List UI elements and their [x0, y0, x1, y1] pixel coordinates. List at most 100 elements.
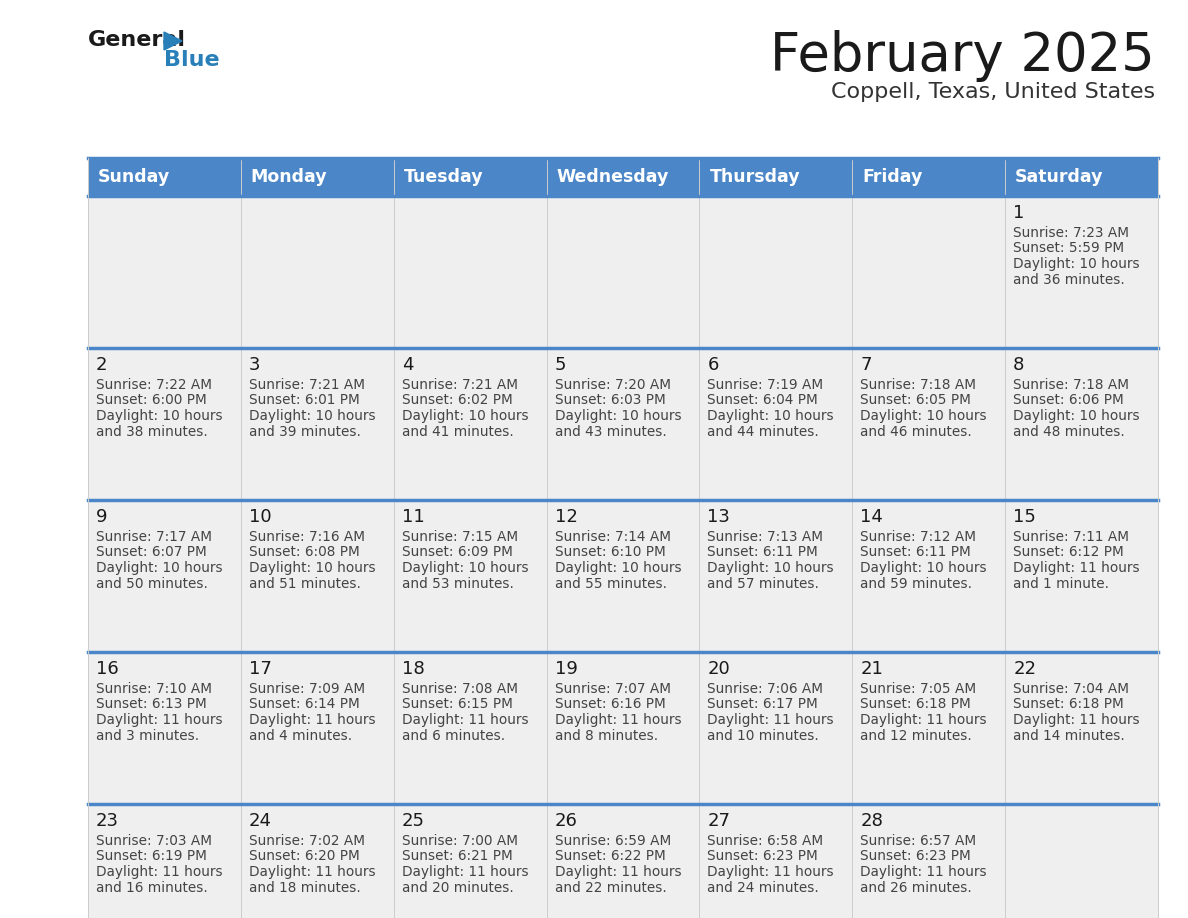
Bar [393, 652, 546, 804]
Text: Sunset: 6:08 PM: Sunset: 6:08 PM [248, 545, 360, 559]
Bar [700, 196, 852, 348]
Text: Sunrise: 7:22 AM: Sunrise: 7:22 AM [96, 378, 211, 392]
Text: Sunset: 5:59 PM: Sunset: 5:59 PM [1013, 241, 1124, 255]
Text: Saturday: Saturday [1015, 168, 1104, 186]
Text: and 26 minutes.: and 26 minutes. [860, 880, 972, 894]
Text: and 55 minutes.: and 55 minutes. [555, 577, 666, 590]
Text: and 53 minutes.: and 53 minutes. [402, 577, 513, 590]
Text: Daylight: 10 hours: Daylight: 10 hours [96, 561, 222, 575]
Text: and 14 minutes.: and 14 minutes. [1013, 729, 1125, 743]
Bar [700, 652, 852, 804]
Bar [241, 196, 393, 348]
Text: 9: 9 [96, 508, 107, 526]
Text: Daylight: 10 hours: Daylight: 10 hours [555, 409, 681, 423]
Text: Sunrise: 7:00 AM: Sunrise: 7:00 AM [402, 834, 518, 848]
Text: Daylight: 11 hours: Daylight: 11 hours [402, 865, 529, 879]
Bar [241, 652, 393, 804]
Text: Sunrise: 7:08 AM: Sunrise: 7:08 AM [402, 682, 518, 696]
Bar [700, 804, 852, 918]
Text: 25: 25 [402, 812, 425, 830]
Bar [852, 500, 1005, 652]
Text: 18: 18 [402, 660, 424, 678]
Bar [241, 804, 393, 918]
Bar [546, 196, 700, 348]
Text: Sunset: 6:06 PM: Sunset: 6:06 PM [1013, 394, 1124, 408]
Text: Daylight: 10 hours: Daylight: 10 hours [860, 561, 987, 575]
Text: and 36 minutes.: and 36 minutes. [1013, 273, 1125, 286]
Bar [700, 500, 852, 652]
Text: and 12 minutes.: and 12 minutes. [860, 729, 972, 743]
Bar [241, 500, 393, 652]
Text: and 20 minutes.: and 20 minutes. [402, 880, 513, 894]
Text: Sunset: 6:12 PM: Sunset: 6:12 PM [1013, 545, 1124, 559]
Text: Sunset: 6:05 PM: Sunset: 6:05 PM [860, 394, 971, 408]
Bar [546, 804, 700, 918]
Text: Daylight: 10 hours: Daylight: 10 hours [402, 409, 529, 423]
Text: Sunset: 6:23 PM: Sunset: 6:23 PM [707, 849, 819, 864]
Text: and 10 minutes.: and 10 minutes. [707, 729, 820, 743]
Text: 3: 3 [248, 356, 260, 374]
Bar [241, 348, 393, 500]
Polygon shape [164, 32, 182, 50]
Text: Sunrise: 7:18 AM: Sunrise: 7:18 AM [860, 378, 977, 392]
Text: and 24 minutes.: and 24 minutes. [707, 880, 820, 894]
Text: Sunset: 6:22 PM: Sunset: 6:22 PM [555, 849, 665, 864]
Text: 7: 7 [860, 356, 872, 374]
Text: 8: 8 [1013, 356, 1024, 374]
Text: Sunset: 6:21 PM: Sunset: 6:21 PM [402, 849, 512, 864]
Text: and 8 minutes.: and 8 minutes. [555, 729, 658, 743]
Text: Sunrise: 7:07 AM: Sunrise: 7:07 AM [555, 682, 670, 696]
Bar [88, 348, 241, 500]
Bar [393, 196, 546, 348]
Text: Sunrise: 7:21 AM: Sunrise: 7:21 AM [248, 378, 365, 392]
Text: and 4 minutes.: and 4 minutes. [248, 729, 352, 743]
Text: Sunset: 6:19 PM: Sunset: 6:19 PM [96, 849, 207, 864]
Text: Sunrise: 7:13 AM: Sunrise: 7:13 AM [707, 530, 823, 544]
Text: 14: 14 [860, 508, 883, 526]
Text: Sunrise: 6:57 AM: Sunrise: 6:57 AM [860, 834, 977, 848]
Text: Sunrise: 7:14 AM: Sunrise: 7:14 AM [555, 530, 670, 544]
Text: Sunset: 6:13 PM: Sunset: 6:13 PM [96, 698, 207, 711]
Text: and 46 minutes.: and 46 minutes. [860, 424, 972, 439]
Text: Coppell, Texas, United States: Coppell, Texas, United States [830, 82, 1155, 102]
Text: Wednesday: Wednesday [556, 168, 669, 186]
Text: February 2025: February 2025 [770, 30, 1155, 82]
Text: and 44 minutes.: and 44 minutes. [707, 424, 820, 439]
Text: and 3 minutes.: and 3 minutes. [96, 729, 200, 743]
Text: Sunset: 6:18 PM: Sunset: 6:18 PM [860, 698, 971, 711]
Text: Sunrise: 7:17 AM: Sunrise: 7:17 AM [96, 530, 211, 544]
Text: and 51 minutes.: and 51 minutes. [248, 577, 361, 590]
Text: Daylight: 11 hours: Daylight: 11 hours [96, 713, 222, 727]
Text: Sunrise: 7:23 AM: Sunrise: 7:23 AM [1013, 226, 1129, 240]
Bar [852, 804, 1005, 918]
Text: Sunset: 6:04 PM: Sunset: 6:04 PM [707, 394, 819, 408]
Text: Sunset: 6:10 PM: Sunset: 6:10 PM [555, 545, 665, 559]
Bar [1005, 500, 1158, 652]
Text: 27: 27 [707, 812, 731, 830]
Text: 5: 5 [555, 356, 565, 374]
Text: and 6 minutes.: and 6 minutes. [402, 729, 505, 743]
Text: 24: 24 [248, 812, 272, 830]
Bar [852, 348, 1005, 500]
Text: Daylight: 10 hours: Daylight: 10 hours [860, 409, 987, 423]
Text: Sunrise: 7:06 AM: Sunrise: 7:06 AM [707, 682, 823, 696]
Text: Sunrise: 7:03 AM: Sunrise: 7:03 AM [96, 834, 211, 848]
Text: Sunset: 6:01 PM: Sunset: 6:01 PM [248, 394, 360, 408]
Text: 16: 16 [96, 660, 119, 678]
Text: and 22 minutes.: and 22 minutes. [555, 880, 666, 894]
Text: Sunrise: 7:21 AM: Sunrise: 7:21 AM [402, 378, 518, 392]
Text: Friday: Friday [862, 168, 923, 186]
Text: 15: 15 [1013, 508, 1036, 526]
Text: 22: 22 [1013, 660, 1036, 678]
Text: Daylight: 11 hours: Daylight: 11 hours [402, 713, 529, 727]
Text: and 16 minutes.: and 16 minutes. [96, 880, 208, 894]
Text: 23: 23 [96, 812, 119, 830]
Bar [1005, 652, 1158, 804]
Text: Tuesday: Tuesday [404, 168, 484, 186]
Text: 11: 11 [402, 508, 424, 526]
Text: Daylight: 11 hours: Daylight: 11 hours [555, 713, 681, 727]
Text: Sunset: 6:18 PM: Sunset: 6:18 PM [1013, 698, 1124, 711]
Text: Sunrise: 7:15 AM: Sunrise: 7:15 AM [402, 530, 518, 544]
Text: Sunrise: 7:16 AM: Sunrise: 7:16 AM [248, 530, 365, 544]
Text: 20: 20 [707, 660, 731, 678]
